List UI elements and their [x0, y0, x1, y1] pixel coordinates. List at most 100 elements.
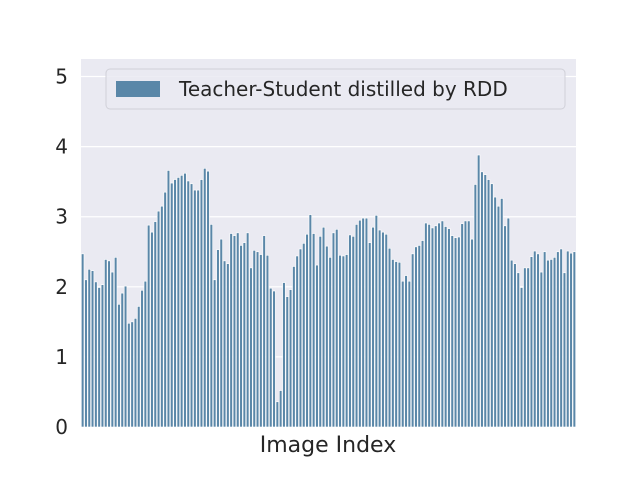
bar: [275, 401, 279, 428]
bar: [298, 248, 303, 428]
bar: [457, 236, 461, 428]
bar: [503, 225, 507, 428]
bar: [467, 220, 471, 428]
bar: [566, 250, 570, 428]
bar: [480, 171, 484, 428]
bar: [364, 217, 369, 428]
bar: [384, 233, 388, 428]
bar: [450, 235, 454, 428]
bar: [368, 242, 372, 428]
bar: [371, 226, 375, 428]
bar: [473, 184, 477, 428]
bar: [354, 224, 359, 428]
bar: [232, 235, 237, 428]
bar: [120, 292, 124, 428]
y-tick-label: 3: [55, 205, 68, 229]
bar-series: [81, 154, 576, 428]
bar: [387, 247, 392, 428]
bar: [127, 322, 131, 428]
x-axis-label: Image Index: [260, 433, 396, 458]
bar: [219, 238, 223, 428]
bar: [348, 234, 352, 428]
bar: [427, 224, 431, 428]
bar: [282, 282, 286, 428]
bar: [203, 168, 207, 428]
bar: [292, 266, 296, 428]
bar: [559, 248, 563, 428]
bar: [404, 275, 408, 428]
bar: [213, 279, 217, 428]
bar: [114, 257, 118, 428]
bar: [285, 296, 289, 428]
bar: [246, 232, 250, 428]
bar: [361, 217, 365, 428]
bar: [444, 226, 448, 428]
legend-label: Teacher-Student distilled by RDD: [178, 77, 508, 101]
bar: [156, 210, 161, 428]
bar: [216, 249, 220, 428]
bar: [486, 179, 491, 428]
bar: [153, 221, 157, 428]
bar: [381, 231, 385, 428]
bar: [150, 231, 154, 428]
bar: [312, 233, 316, 428]
bar: [463, 220, 468, 428]
bar: [523, 267, 527, 428]
bar: [104, 259, 108, 428]
bar: [543, 251, 547, 428]
bar: [239, 245, 243, 428]
bar: [130, 321, 134, 428]
bar: [500, 198, 504, 428]
bar: [94, 281, 98, 428]
bar: [351, 236, 355, 428]
bar: [397, 261, 402, 428]
bar: [81, 253, 85, 428]
bar: [308, 214, 312, 428]
bar: [288, 289, 293, 428]
bar: [391, 259, 395, 428]
bar: [183, 172, 187, 428]
bar: [176, 177, 180, 428]
bar: [345, 254, 349, 428]
bar: [437, 222, 441, 428]
bar: [556, 251, 560, 428]
bar: [325, 245, 329, 428]
bar: [193, 189, 197, 428]
bar: [206, 170, 210, 428]
bar: [229, 233, 233, 428]
bar: [133, 318, 138, 428]
bar: [407, 280, 411, 428]
bar: [199, 179, 204, 428]
bar: [546, 259, 550, 428]
bar: [424, 222, 428, 428]
legend-box: [105, 68, 566, 110]
bar: [123, 285, 128, 428]
bar: [470, 238, 474, 428]
bar: [87, 268, 91, 428]
bar: [140, 290, 144, 428]
y-tick-label: 0: [55, 415, 68, 439]
bar: [269, 287, 273, 428]
bar: [374, 215, 378, 428]
bar: [536, 253, 540, 428]
bar: [166, 170, 171, 428]
bar: [100, 284, 105, 428]
bar: [272, 290, 276, 428]
bar: [249, 267, 253, 428]
bar: [453, 237, 458, 428]
legend-swatch: [116, 81, 160, 97]
bar: [295, 255, 299, 428]
bar: [460, 223, 464, 428]
bar: [259, 254, 263, 428]
bar: [265, 254, 270, 428]
bar: [315, 264, 319, 428]
bar: [90, 270, 95, 428]
bar: [328, 257, 332, 428]
bar: [137, 306, 141, 428]
bar: [414, 246, 418, 428]
bar: [483, 174, 487, 428]
bar: [279, 390, 283, 428]
bar: [552, 257, 557, 428]
bar: [189, 183, 194, 428]
